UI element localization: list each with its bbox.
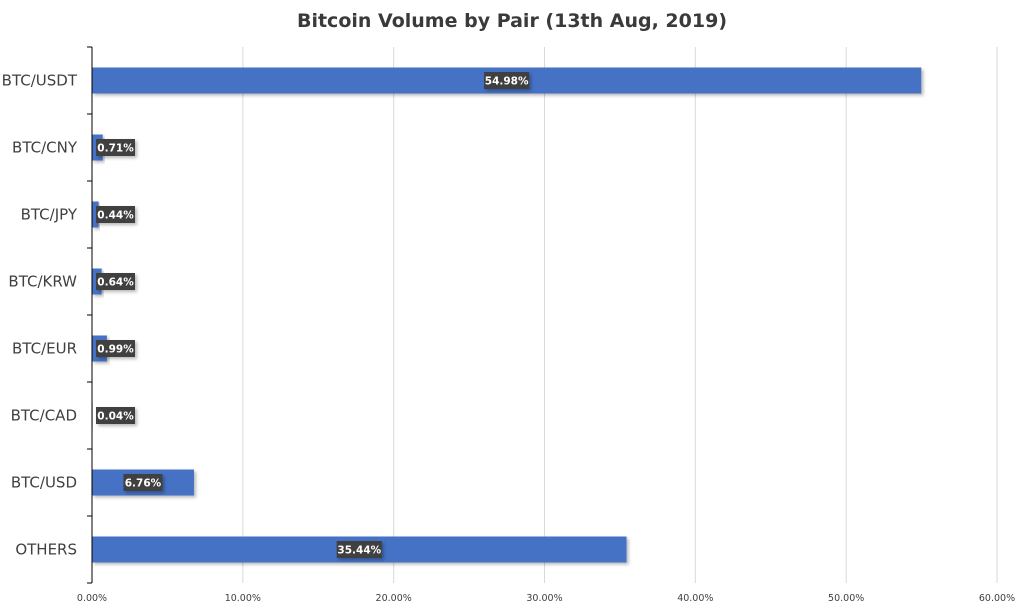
- x-tick-label: 30.00%: [526, 593, 562, 604]
- data-label-box: [336, 541, 382, 558]
- data-label: 54.98%: [485, 76, 529, 88]
- bars: [92, 67, 922, 563]
- bar: [92, 201, 99, 228]
- category-labels: BTC/USDT BTC/CNY BTC/JPY BTC/KRW BTC/EUR BTC/…: [2, 72, 78, 559]
- x-tick-label: 0.00%: [77, 593, 107, 604]
- category-label: BTC/USD: [11, 474, 77, 492]
- category-label: BTC/EUR: [12, 340, 77, 358]
- category-label: BTC/USDT: [2, 72, 78, 90]
- category-label: OTHERS: [15, 541, 77, 559]
- data-label: 0.99%: [97, 344, 134, 356]
- data-label-box: [96, 139, 135, 156]
- data-label: 6.76%: [125, 478, 162, 490]
- axes: [87, 46, 93, 584]
- gridlines: [242, 47, 998, 583]
- category-label: BTC/JPY: [21, 206, 78, 224]
- x-tick-label: 60.00%: [979, 593, 1015, 604]
- x-tick-label: 10.00%: [225, 593, 261, 604]
- data-label: 0.71%: [97, 143, 134, 155]
- data-label-box: [96, 273, 135, 290]
- data-label-box: [96, 340, 135, 357]
- data-label: 0.64%: [97, 277, 134, 289]
- data-label-box: [123, 474, 163, 491]
- data-label: 0.04%: [97, 411, 134, 423]
- chart-title: Bitcoin Volume by Pair (13th Aug, 2019): [297, 10, 727, 32]
- category-label: BTC/CAD: [11, 407, 77, 425]
- data-label: 35.44%: [337, 545, 381, 557]
- data-label-box: [484, 72, 530, 89]
- data-label-box: [96, 206, 135, 223]
- x-tick-label: 20.00%: [376, 593, 412, 604]
- data-label-box: [96, 407, 135, 424]
- data-label: 0.44%: [97, 210, 134, 222]
- data-labels: 54.98% 0.71% 0.44% 0.64% 0.99% 0.04% 6.76% 35.4…: [96, 72, 530, 558]
- category-label: BTC/CNY: [12, 139, 78, 157]
- category-label: BTC/KRW: [8, 273, 77, 291]
- x-tick-label: 50.00%: [828, 593, 864, 604]
- x-tick-labels: 0.00% 10.00% 20.00% 30.00% 40.00% 50.00% 60.00…: [77, 593, 1015, 604]
- x-tick-label: 40.00%: [677, 593, 713, 604]
